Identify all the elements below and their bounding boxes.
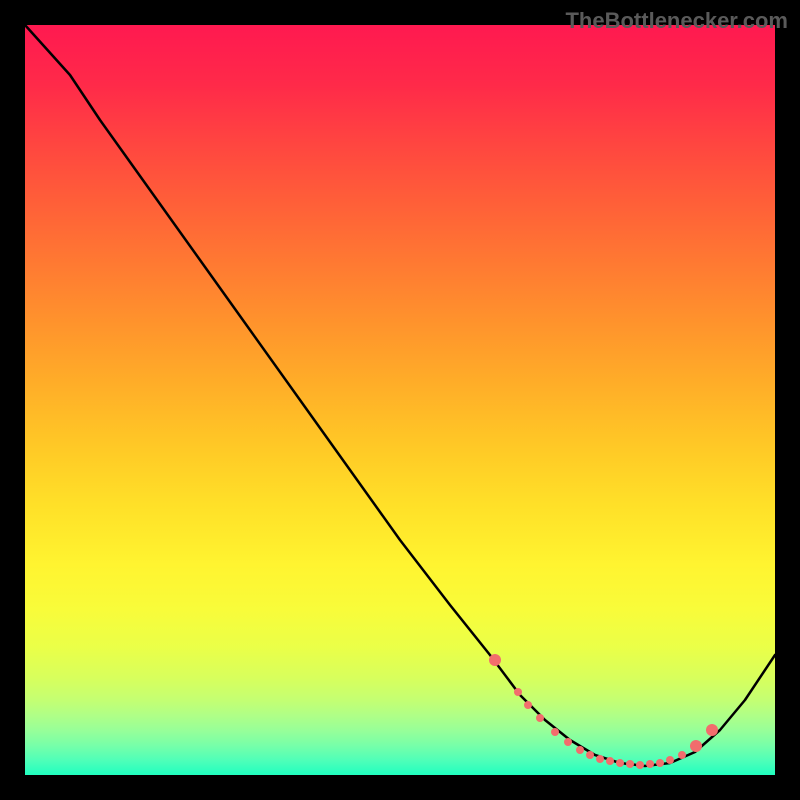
curve-marker: [626, 760, 634, 768]
curve-marker: [606, 757, 614, 765]
curve-marker: [596, 755, 604, 763]
curve-marker: [514, 688, 522, 696]
watermark-text: TheBottlenecker.com: [565, 8, 788, 34]
curve-marker: [489, 654, 501, 666]
curve-marker: [536, 714, 544, 722]
curve-marker: [576, 746, 584, 754]
bottleneck-chart: [0, 0, 800, 800]
curve-marker: [636, 761, 644, 769]
chart-plot-background: [25, 25, 775, 775]
curve-marker: [690, 740, 702, 752]
curve-marker: [564, 738, 572, 746]
curve-marker: [646, 760, 654, 768]
curve-marker: [656, 759, 664, 767]
curve-marker: [706, 724, 718, 736]
curve-marker: [551, 728, 559, 736]
curve-marker: [678, 751, 686, 759]
curve-marker: [616, 759, 624, 767]
curve-marker: [666, 756, 674, 764]
curve-marker: [524, 701, 532, 709]
curve-marker: [586, 751, 594, 759]
chart-container: [0, 0, 800, 800]
